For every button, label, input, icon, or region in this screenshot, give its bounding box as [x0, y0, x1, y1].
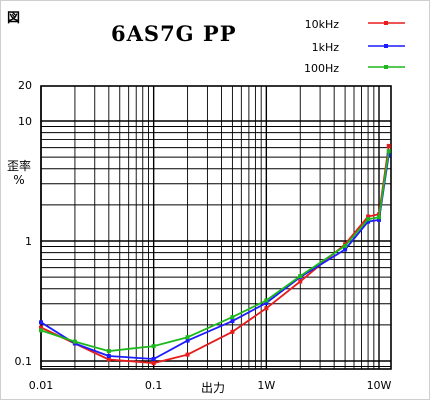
- data-point: [72, 339, 77, 344]
- chart-title: 6AS7G PP: [111, 21, 237, 46]
- x-tick-label: 10W: [367, 379, 392, 392]
- data-point: [264, 298, 269, 303]
- data-point: [185, 335, 190, 340]
- x-tick-label: 0.01: [29, 379, 54, 392]
- legend-label-10khz: 10kHz: [304, 18, 339, 31]
- data-point: [343, 247, 348, 252]
- series-line: [40, 154, 390, 360]
- data-point: [298, 274, 303, 279]
- data-point: [366, 217, 371, 222]
- data-point: [366, 219, 371, 224]
- data-point: [230, 329, 235, 334]
- data-point: [264, 306, 269, 311]
- data-point: [386, 143, 391, 148]
- data-point: [377, 217, 381, 222]
- data-point: [106, 349, 111, 354]
- x-axis-label: 出力: [201, 381, 226, 395]
- data-point: [151, 361, 156, 366]
- figure-tag: 図: [7, 11, 21, 26]
- data-point: [343, 243, 348, 248]
- legend-swatch-marker: [384, 21, 388, 25]
- data-point: [151, 356, 156, 361]
- data-point: [230, 319, 235, 324]
- data-point: [185, 338, 190, 343]
- legend-swatch-marker: [384, 65, 388, 69]
- data-point: [39, 320, 43, 325]
- data-point: [151, 344, 156, 349]
- y-tick-label: 10: [18, 115, 32, 128]
- data-point: [264, 300, 269, 305]
- plot-frame: [40, 85, 392, 370]
- series-line: [40, 151, 390, 353]
- legend-swatch-marker: [384, 44, 388, 48]
- data-point: [106, 354, 111, 359]
- data-point: [366, 214, 371, 219]
- x-tick-label: 1W: [257, 379, 275, 392]
- y-axis-label-text: 歪率%: [7, 159, 32, 187]
- y-tick-label: 20: [18, 79, 32, 92]
- x-tick-label: 0.1: [145, 379, 163, 392]
- data-point: [230, 315, 235, 320]
- data-point: [39, 325, 43, 330]
- data-point: [377, 215, 381, 220]
- data-point: [185, 352, 190, 357]
- y-axis-label: 歪率%: [7, 159, 31, 187]
- y-tick-label: 1: [25, 235, 32, 248]
- legend-label-100hz: 100Hz: [303, 62, 339, 75]
- data-point: [386, 149, 391, 154]
- y-tick-label: 0.1: [15, 355, 33, 368]
- data-point: [298, 279, 303, 284]
- data-point: [39, 328, 43, 333]
- data-point: [106, 357, 111, 362]
- legend-label-1khz: 1kHz: [311, 41, 339, 54]
